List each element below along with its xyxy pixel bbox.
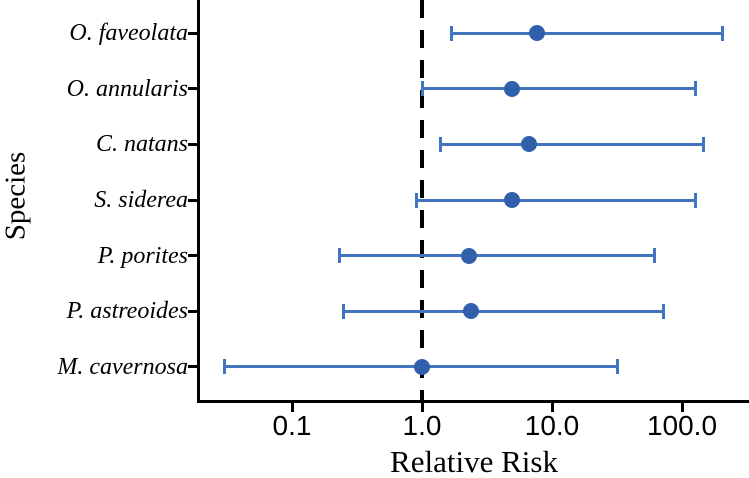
error-bar-cap-high (661, 303, 665, 319)
y-tick-label-species: M. cavernosa (57, 353, 188, 380)
y-tick (188, 254, 197, 258)
y-tick (188, 87, 197, 91)
error-bar-cap-high (652, 248, 656, 264)
error-bar-cap-high (693, 81, 697, 97)
y-tick (188, 198, 197, 202)
data-point (520, 136, 537, 153)
error-bar (451, 31, 723, 35)
y-tick-label-species: O. annularis (66, 75, 188, 102)
y-axis-line (197, 0, 200, 403)
x-tick-label: 100.0 (646, 410, 718, 441)
error-bar-cap-low (337, 248, 341, 264)
error-bar-cap-low (342, 303, 346, 319)
error-bar-cap-low (222, 359, 226, 375)
data-point (529, 25, 546, 42)
y-tick-label-species: P. astreoides (66, 298, 188, 325)
error-bar-cap-high (694, 192, 698, 208)
x-tick-label: 10.0 (524, 410, 580, 441)
error-bar-cap-low (420, 81, 424, 97)
error-bar (416, 198, 696, 202)
y-tick-label-species: C. natans (95, 131, 188, 158)
data-point (461, 247, 478, 264)
y-tick (188, 142, 197, 146)
data-point (414, 358, 430, 375)
y-tick-label-species: O. faveolata (69, 20, 188, 47)
data-point (503, 192, 520, 209)
y-tick-label-species: P. porites (97, 242, 188, 269)
data-point (503, 80, 520, 97)
x-tick (420, 403, 424, 412)
x-axis-line (197, 400, 749, 403)
error-bar-cap-low (439, 136, 443, 152)
error-bar-cap-high (702, 136, 706, 152)
y-tick (188, 309, 197, 313)
x-tick (680, 403, 684, 412)
error-bar (343, 309, 664, 313)
error-bar (339, 254, 655, 258)
x-tick-label: 0.1 (272, 410, 312, 441)
error-bar-cap-high (616, 359, 620, 375)
error-bar (440, 142, 704, 146)
x-axis-title: Relative Risk (390, 444, 558, 478)
y-tick (188, 365, 197, 369)
error-bar (422, 87, 696, 91)
data-point (463, 303, 480, 320)
x-tick-label: 1.0 (402, 410, 442, 441)
x-tick (550, 403, 554, 412)
error-bar-cap-low (414, 192, 418, 208)
y-tick-label-species: S. siderea (94, 187, 188, 214)
error-bar-cap-low (450, 25, 454, 41)
y-tick (188, 31, 197, 35)
error-bar-cap-high (721, 25, 725, 41)
x-tick (290, 403, 294, 412)
